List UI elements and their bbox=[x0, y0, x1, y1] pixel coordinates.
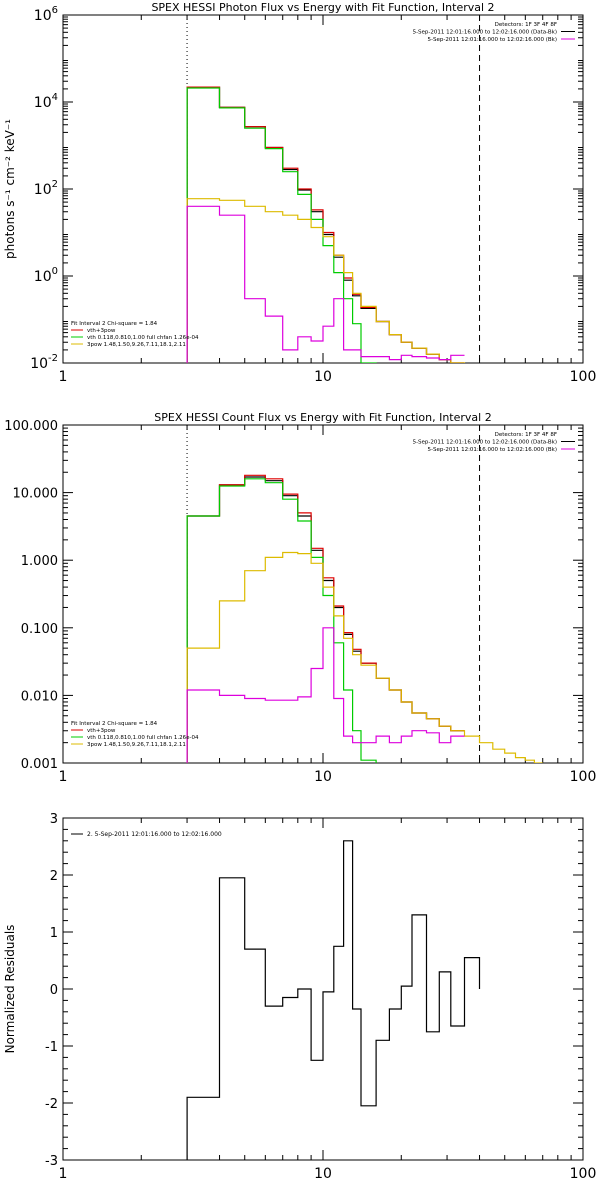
x-tick-label: 10 bbox=[314, 1166, 332, 1182]
y-tick-label: -2 bbox=[45, 1097, 58, 1112]
y-tick-exponent: 6 bbox=[52, 5, 58, 16]
chart-title: SPEX HESSI Photon Flux vs Energy with Fi… bbox=[151, 1, 494, 14]
count-flux-panel: SPEX HESSI Count Flux vs Energy with Fit… bbox=[4, 411, 597, 785]
series-bk bbox=[186, 205, 465, 363]
x-tick-label: 10 bbox=[314, 369, 332, 385]
photon-flux-panel: SPEX HESSI Photon Flux vs Energy with Fi… bbox=[3, 1, 597, 385]
y-tick-exponent: 0 bbox=[52, 266, 58, 277]
legend-entry: vth 0.118,0.810,1.00 full chfan 1.26e-04 bbox=[87, 335, 199, 341]
y-tick-label: 0.001 bbox=[21, 757, 58, 772]
series-3pow bbox=[186, 198, 466, 363]
residuals-panel: Normalized Residuals 1 10 100 -3 -2 -1 0 1 2 3 2. 5… bbox=[3, 812, 596, 1182]
legend-entry: 3pow 1.48,1.50,9.26,7.11,18.1,2.11 bbox=[87, 342, 186, 348]
y-axis-label: photons s⁻¹ cm⁻² keV⁻¹ bbox=[3, 119, 17, 259]
y-tick-label: -3 bbox=[45, 1154, 58, 1169]
legend-entry: vth 0.118,0.810,1.00 full chfan 1.26e-04 bbox=[87, 735, 199, 741]
y-axis-label: Normalized Residuals bbox=[3, 925, 17, 1054]
series-vth-3pow bbox=[186, 474, 465, 763]
y-tick-label: 106 bbox=[34, 5, 58, 24]
series-vth bbox=[186, 478, 377, 763]
series-vth bbox=[186, 87, 377, 363]
y-tick-label: 3 bbox=[50, 812, 58, 827]
y-tick-label: 10-2 bbox=[30, 353, 58, 372]
y-tick-label: 102 bbox=[34, 179, 58, 198]
legend-entry: Fit Interval 2 Chi-square = 1.84 bbox=[71, 721, 158, 727]
chart-title: SPEX HESSI Count Flux vs Energy with Fit… bbox=[154, 411, 491, 424]
y-tick-base: 10 bbox=[34, 8, 52, 24]
series-group bbox=[186, 840, 481, 1160]
y-tick-label: 100.000 bbox=[4, 419, 58, 434]
y-tick-label: 2 bbox=[50, 869, 58, 884]
y-tick-label: 1 bbox=[50, 926, 58, 941]
x-tick-label: 10 bbox=[314, 769, 332, 785]
legend-entry: 5-Sep-2011 12:01:16.000 to 12:02:16.000 … bbox=[428, 447, 558, 453]
legend-entry: Detectors: 1F 3F 4F 8F bbox=[495, 432, 557, 438]
y-tick-base: 10 bbox=[34, 269, 52, 285]
series-group bbox=[186, 86, 466, 363]
series-data-bk bbox=[186, 476, 465, 763]
legend-entry: Fit Interval 2 Chi-square = 1.84 bbox=[71, 321, 158, 327]
x-tick-label: 100 bbox=[570, 1166, 597, 1182]
legend-entry: 5-Sep-2011 12:01:16.000 to 12:02:16.000 … bbox=[428, 37, 558, 43]
series-2-5-sep-2011-12-01-16-000-to-12-02-16-000 bbox=[186, 840, 481, 1160]
legend-entry: 5-Sep-2011 12:01:16.000 to 12:02:16.000 … bbox=[413, 440, 557, 446]
y-tick-label: 0 bbox=[50, 983, 58, 998]
y-tick-label: 100 bbox=[34, 266, 58, 285]
y-tick-exponent: 4 bbox=[52, 92, 58, 103]
x-tick-label: 100 bbox=[570, 369, 597, 385]
y-tick-label: 0.100 bbox=[21, 622, 58, 637]
x-tick-label: 100 bbox=[570, 769, 597, 785]
legend-entry: 2. 5-Sep-2011 12:01:16.000 to 12:02:16.0… bbox=[87, 831, 222, 838]
series-bk bbox=[186, 627, 465, 763]
legend-entry: vth+3pow bbox=[87, 328, 116, 334]
y-tick-label: 10.000 bbox=[13, 487, 59, 502]
series-group bbox=[186, 474, 543, 763]
series-3pow bbox=[186, 551, 543, 763]
plot-frame bbox=[62, 817, 584, 1161]
legend-entry: 3pow 1.48,1.50,9.26,7.11,18.1,2.11 bbox=[87, 742, 186, 748]
x-tick-label: 1 bbox=[59, 769, 68, 785]
legend-entry: vth+3pow bbox=[87, 728, 116, 734]
y-tick-base: 10 bbox=[34, 182, 52, 198]
y-tick-label: 1.000 bbox=[21, 554, 58, 569]
y-tick-base: 10 bbox=[34, 95, 52, 111]
y-tick-exponent: -2 bbox=[48, 353, 58, 364]
legend-entry: Detectors: 1F 3F 4F 8F bbox=[495, 22, 557, 28]
plot-frame bbox=[62, 14, 584, 364]
legend-entry: 5-Sep-2011 12:01:16.000 to 12:02:16.000 … bbox=[413, 30, 557, 36]
y-tick-label: 0.010 bbox=[21, 689, 58, 704]
y-tick-label: -1 bbox=[45, 1040, 58, 1055]
x-tick-label: 1 bbox=[59, 369, 68, 385]
y-tick-base: 10 bbox=[30, 356, 48, 372]
x-tick-label: 1 bbox=[59, 1166, 68, 1182]
y-tick-label: 104 bbox=[34, 92, 58, 111]
y-tick-exponent: 2 bbox=[52, 179, 58, 190]
